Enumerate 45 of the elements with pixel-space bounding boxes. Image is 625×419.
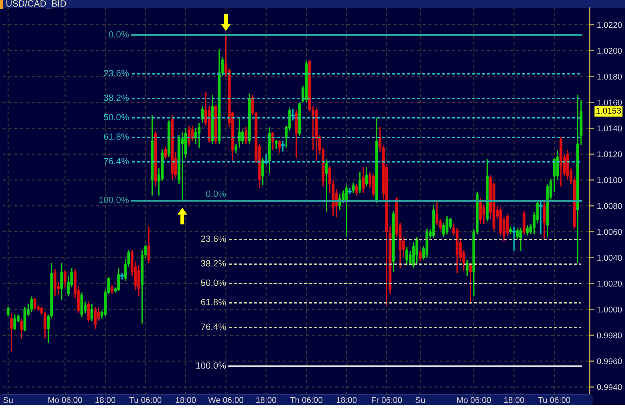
series-label: 50.0% [201,280,226,286]
series-label: 0.0% [109,31,130,38]
x-tick-label: 18:00 [504,397,524,404]
series-label: 23.6% [104,70,130,77]
y-tick-label: 0.9960 [597,358,622,364]
series-label: 100.0% [196,362,226,369]
x-tick-label: Mo 06:00 [48,397,82,404]
y-tick-label: 1.0200 [598,48,622,54]
series-label: 76.4% [201,324,226,330]
x-tick-label: 18:00 [96,397,116,404]
y-tick-label: 1.0140 [598,126,622,132]
y-tick-label: 1.0120 [598,152,622,158]
x-tick-label: Su [4,397,13,404]
x-tick-label: Su [416,397,426,404]
y-tick-label: 0.9980 [597,332,622,339]
series-label: 0.0% [206,190,226,198]
series-label: 38.2% [201,260,226,267]
chart-title: USD/CAD_BID [6,0,66,9]
text: 1.0153 [596,108,622,114]
x-tick-label: Mo 06:00 [457,397,492,404]
series-label: 23.6% [201,236,226,242]
y-tick-label: 1.0040 [598,255,622,261]
series-label: 50.0% [104,114,130,121]
series-label: 61.8% [104,134,130,140]
y-tick-label: 1.0180 [598,74,622,80]
x-tick-label: 18:00 [176,397,196,404]
series-label: 61.8% [201,299,226,306]
y-tick-label: 0.9940 [597,384,622,390]
y-tick-label: 1.0080 [598,203,622,210]
y-tick-label: 1.0060 [598,229,622,236]
x-tick-label: 18:00 [336,397,357,404]
y-tick-label: 1.0100 [598,177,622,184]
x-tick-label: Tu 06:00 [130,397,162,404]
y-tick-label: 1.0000 [598,306,622,313]
x-tick-label: Fr 06:00 [372,397,402,404]
x-tick-label: 18:00 [256,397,276,404]
x-tick-label: We 06:00 [208,397,244,404]
series-label: 100.0% [99,196,130,204]
y-tick-label: 1.0020 [598,280,622,287]
y-tick-label: 1.0160 [598,100,622,106]
series-label: 38.2% [104,94,130,102]
x-tick-label: Th 06:00 [290,397,323,404]
y-tick-label: 1.0220 [598,22,622,28]
x-tick-label: Tu 06:00 [538,397,570,404]
series-label: 76.4% [104,158,130,165]
